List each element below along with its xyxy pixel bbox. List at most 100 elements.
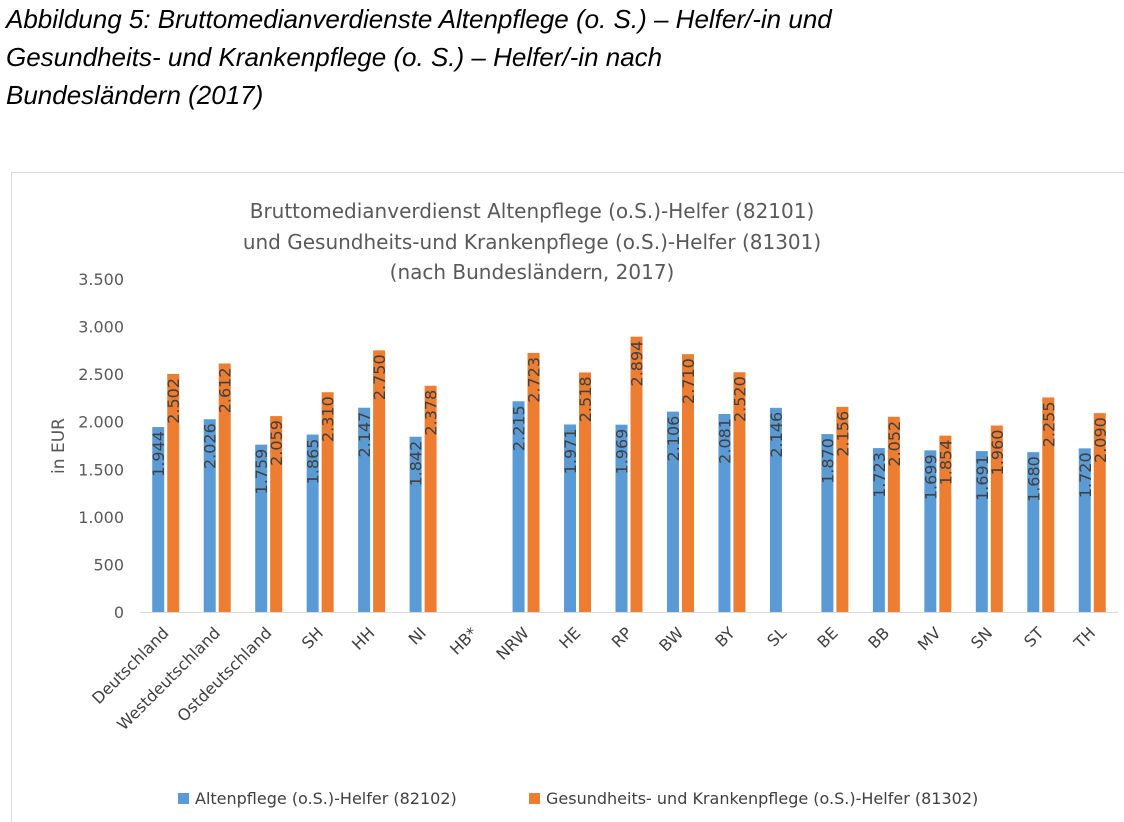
bar-series-2 <box>630 336 643 612</box>
data-label: 2.310 <box>319 396 338 442</box>
data-label: 1.854 <box>936 440 955 486</box>
data-label: 1.699 <box>921 454 940 500</box>
y-tick-label: 1.000 <box>78 508 124 527</box>
data-label: 1.960 <box>988 430 1007 476</box>
figure-caption: Abbildung 5: Bruttomedianverdienste Alte… <box>6 0 1106 114</box>
data-label: 2.378 <box>422 390 441 436</box>
legend: Altenpflege (o.S.)-Helfer (82102) Gesundh… <box>178 789 978 808</box>
x-category-label: BY <box>711 623 739 651</box>
data-label: 2.215 <box>510 405 529 451</box>
x-category-label: SN <box>967 623 996 652</box>
y-axis: 0 500 1.000 1.500 2.000 2.500 3.000 3.500 in EUR <box>49 270 1118 622</box>
y-axis-label: in EUR <box>49 418 69 474</box>
figure-caption-line-3: Bundesländern (2017) <box>6 80 264 110</box>
bar-series-1 <box>358 407 371 612</box>
x-category-label: HB* <box>446 623 481 658</box>
x-category-label: BE <box>813 623 841 651</box>
data-label: 1.723 <box>870 452 889 498</box>
data-label: 2.750 <box>370 354 389 400</box>
data-label: 1.842 <box>407 441 426 487</box>
bar-series-2 <box>887 416 900 612</box>
bar-series-1 <box>666 411 679 612</box>
legend-swatch-2 <box>529 793 540 804</box>
bar-series-2 <box>990 425 1003 612</box>
data-label: 2.723 <box>525 357 544 403</box>
data-label: 1.759 <box>252 449 271 495</box>
bar-series-2 <box>527 352 540 612</box>
chart-frame <box>11 172 1124 822</box>
y-tick-label: 0 <box>114 603 124 622</box>
bar-series-1 <box>564 424 577 612</box>
data-label: 2.106 <box>664 416 683 462</box>
data-label: 1.680 <box>1024 456 1043 502</box>
data-label: 2.255 <box>1039 401 1058 447</box>
x-category-label: RP <box>608 623 636 651</box>
bar-series-1 <box>1027 452 1040 612</box>
data-label: 2.052 <box>885 421 904 467</box>
data-label: 2.156 <box>833 411 852 457</box>
bar-series-1 <box>306 434 319 612</box>
bar-series-2 <box>939 435 952 612</box>
chart-title-line-2: und Gesundheits-und Krankenpflege (o.S.)… <box>243 230 821 254</box>
legend-swatch-1 <box>178 793 189 804</box>
bar-series-2 <box>270 416 283 612</box>
data-label: 1.691 <box>973 455 992 501</box>
data-label: 2.520 <box>730 376 749 422</box>
x-category-label: SH <box>298 623 327 652</box>
x-category-label: TH <box>1070 623 1100 653</box>
bar-series-2 <box>1042 397 1055 612</box>
x-category-label: HE <box>555 623 584 652</box>
bar-series-2 <box>733 372 746 612</box>
bar-series-2 <box>218 363 231 612</box>
x-category-label: ST <box>1020 623 1048 651</box>
chart-title-line-1: Bruttomedianverdienst Altenpflege (o.S.)… <box>250 199 815 223</box>
bar-series-2 <box>579 372 592 612</box>
bar-series-1 <box>924 450 937 612</box>
bar-series-1 <box>718 414 731 612</box>
bar-series-1 <box>512 401 525 612</box>
bar-series-1 <box>872 448 885 612</box>
data-label: 1.944 <box>149 431 168 477</box>
y-tick-label: 500 <box>93 555 124 574</box>
y-tick-label: 2.000 <box>78 413 124 432</box>
data-label: 2.146 <box>767 412 786 458</box>
data-label: 1.870 <box>818 438 837 484</box>
x-category-label: Ostdeutschland <box>173 623 275 725</box>
y-tick-label: 3.500 <box>78 270 124 289</box>
bar-series-2 <box>836 406 849 612</box>
x-category-label: MV <box>914 623 945 654</box>
data-label: 2.026 <box>201 423 220 469</box>
x-category-label: BB <box>864 623 893 652</box>
bar-series-1 <box>615 424 628 612</box>
data-label: 2.894 <box>628 341 647 387</box>
x-category-label: HH <box>348 623 378 653</box>
data-label: 2.518 <box>576 376 595 422</box>
chart-title: Bruttomedianverdienst Altenpflege (o.S.)… <box>243 199 821 284</box>
x-category-label: NI <box>405 623 430 648</box>
bar-series-2 <box>681 354 694 612</box>
figure-caption-line-2: Gesundheits- und Krankenpflege (o. S.) –… <box>6 42 663 72</box>
figure-caption-line-1: Abbildung 5: Bruttomedianverdienste Alte… <box>6 4 832 34</box>
x-category-label: SL <box>763 623 790 650</box>
bar-series-1 <box>203 419 216 612</box>
bar-series-2 <box>373 350 386 612</box>
data-label: 2.502 <box>164 378 183 424</box>
legend-label-1: Altenpflege (o.S.)-Helfer (82102) <box>195 789 457 808</box>
legend-label-2: Gesundheits- und Krankenpflege (o.S.)-He… <box>546 789 978 808</box>
x-category-label: NRW <box>492 623 533 664</box>
x-category-label: BW <box>655 623 687 655</box>
data-label: 2.081 <box>715 418 734 464</box>
y-tick-label: 3.000 <box>78 318 124 337</box>
bar-series-2 <box>167 373 180 612</box>
bar-series-2 <box>424 385 437 612</box>
data-label: 2.147 <box>355 412 374 458</box>
bar-series-2 <box>1093 413 1106 612</box>
data-label: 2.090 <box>1091 417 1110 463</box>
data-label: 2.710 <box>679 358 698 404</box>
bar-series-1 <box>769 407 782 612</box>
x-axis: DeutschlandWestdeutschlandOstdeutschland… <box>88 623 1099 734</box>
data-label: 1.720 <box>1076 452 1095 498</box>
bar-series-1 <box>409 436 422 612</box>
data-label: 1.971 <box>561 428 580 474</box>
